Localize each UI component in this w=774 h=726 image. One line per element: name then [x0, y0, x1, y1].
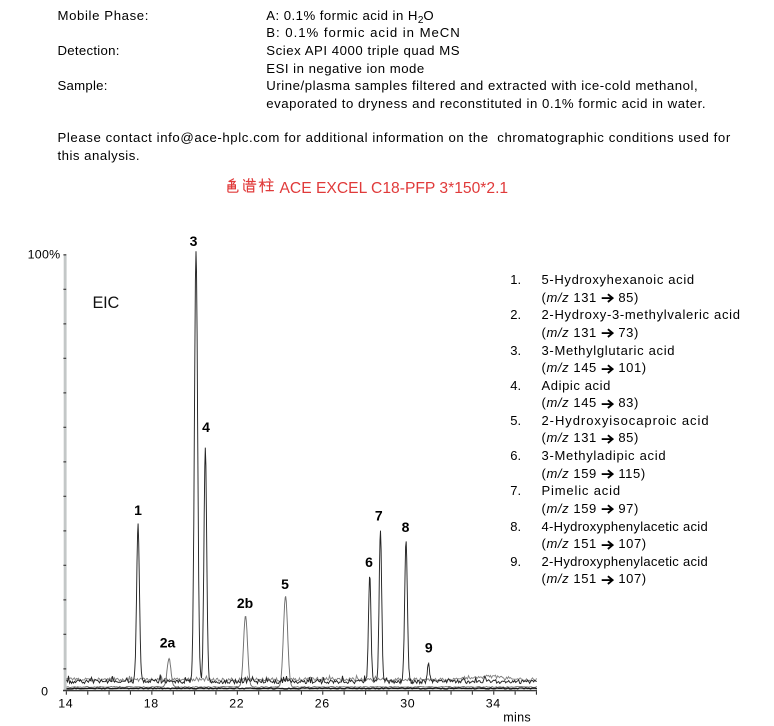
svg-text:9: 9 [425, 640, 433, 656]
svg-text:8: 8 [402, 519, 410, 535]
svg-text:1: 1 [134, 502, 142, 518]
svg-text:EIC: EIC [93, 294, 120, 312]
svg-text:5: 5 [281, 576, 289, 592]
svg-text:22: 22 [229, 697, 244, 711]
svg-text:100%: 100% [28, 247, 61, 261]
svg-text:3: 3 [190, 233, 198, 249]
svg-text:7: 7 [375, 508, 383, 524]
svg-text:2a: 2a [160, 635, 176, 651]
svg-text:26: 26 [315, 697, 330, 711]
svg-text:14: 14 [58, 697, 73, 711]
svg-text:mins: mins [503, 711, 531, 725]
svg-text:6: 6 [365, 554, 373, 570]
svg-text:4: 4 [202, 419, 210, 435]
svg-text:34: 34 [486, 697, 501, 711]
svg-text:0: 0 [41, 685, 48, 699]
svg-text:2b: 2b [237, 595, 253, 611]
svg-text:18: 18 [144, 697, 159, 711]
svg-text:30: 30 [400, 697, 415, 711]
